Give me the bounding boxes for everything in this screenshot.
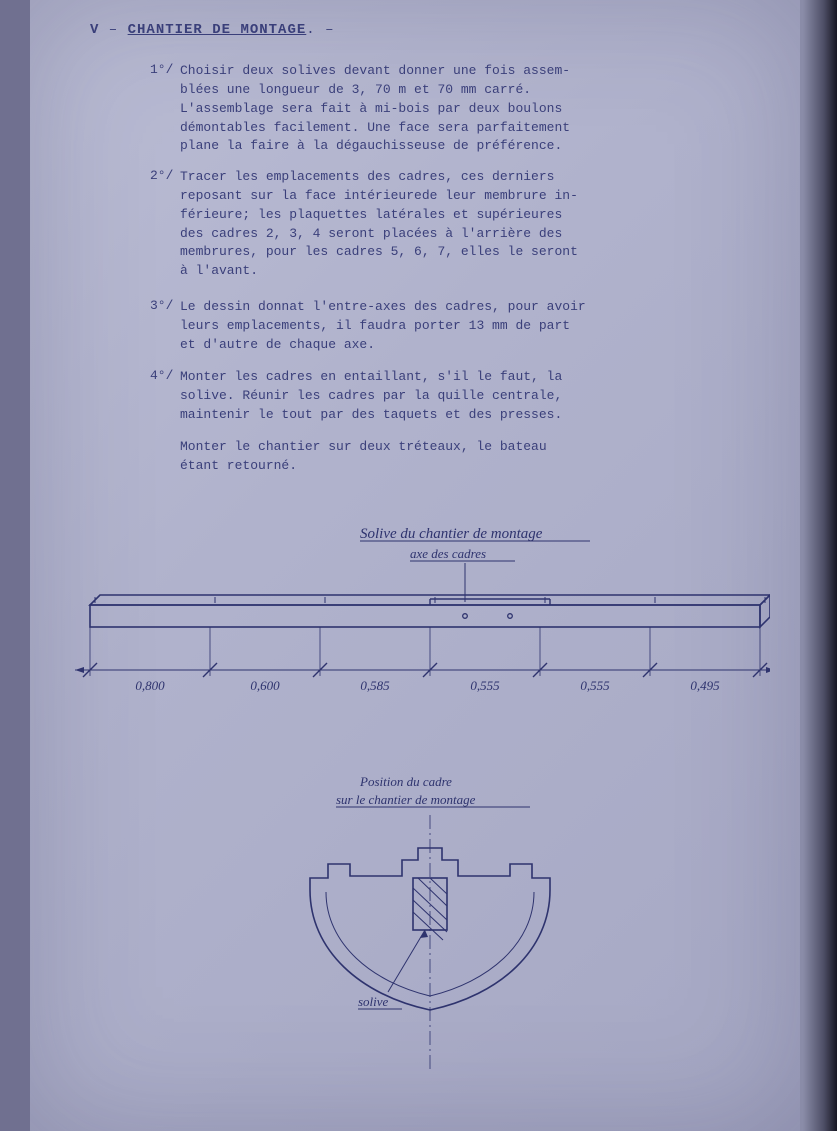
item-2-text: Tracer les emplacements des cadres, ces … <box>180 168 760 281</box>
svg-text:0,555: 0,555 <box>580 678 610 693</box>
section-title: CHANTIER DE MONTAGE <box>128 22 307 38</box>
svg-text:0,495: 0,495 <box>690 678 720 693</box>
diagram2-title2: sur le chantier de montage <box>336 792 476 807</box>
diagram2-solive-label: solive <box>358 994 389 1009</box>
diagram-cadre: Position du cadre sur le chantier de mon… <box>250 770 610 1090</box>
item-1-number: 1°/ <box>150 62 173 77</box>
diagram2-solive-leader <box>388 930 425 992</box>
section-roman: V <box>90 22 99 38</box>
document-page: V – CHANTIER DE MONTAGE. – 1°/ Choisir d… <box>30 0 800 1131</box>
dimension-group: 0,800 0,600 0,585 0,555 0,555 0,495 <box>75 627 770 693</box>
diagram-cadre-svg: Position du cadre sur le chantier de mon… <box>250 770 610 1090</box>
section-dash: – <box>99 22 127 38</box>
section-trail: . – <box>306 22 334 38</box>
item-4-number: 4°/ <box>150 368 173 383</box>
item-3-number: 3°/ <box>150 298 173 313</box>
item-1-text: Choisir deux solives devant donner une f… <box>180 62 760 156</box>
diagram-solive: Solive du chantier de montage axe des ca… <box>70 520 770 720</box>
item-4-text: Monter les cadres en entaillant, s'il le… <box>180 368 760 425</box>
item-3-text: Le dessin donnat l'entre-axes des cadres… <box>180 298 760 355</box>
diagram1-subtitle: axe des cadres <box>410 546 486 561</box>
svg-text:0,600: 0,600 <box>250 678 280 693</box>
item-5-text: Monter le chantier sur deux tréteaux, le… <box>180 438 760 476</box>
section-header: V – CHANTIER DE MONTAGE. – <box>90 22 334 38</box>
item-2-number: 2°/ <box>150 168 173 183</box>
svg-text:0,555: 0,555 <box>470 678 500 693</box>
diagram1-title: Solive du chantier de montage <box>360 526 543 542</box>
svg-text:0,585: 0,585 <box>360 678 390 693</box>
svg-text:0,800: 0,800 <box>135 678 165 693</box>
beam-group <box>90 595 770 627</box>
page-left-edge <box>0 0 30 1131</box>
diagram2-title1: Position du cadre <box>359 774 452 789</box>
diagram-solive-svg: Solive du chantier de montage axe des ca… <box>70 520 770 720</box>
page-gutter-shadow <box>803 0 837 1131</box>
